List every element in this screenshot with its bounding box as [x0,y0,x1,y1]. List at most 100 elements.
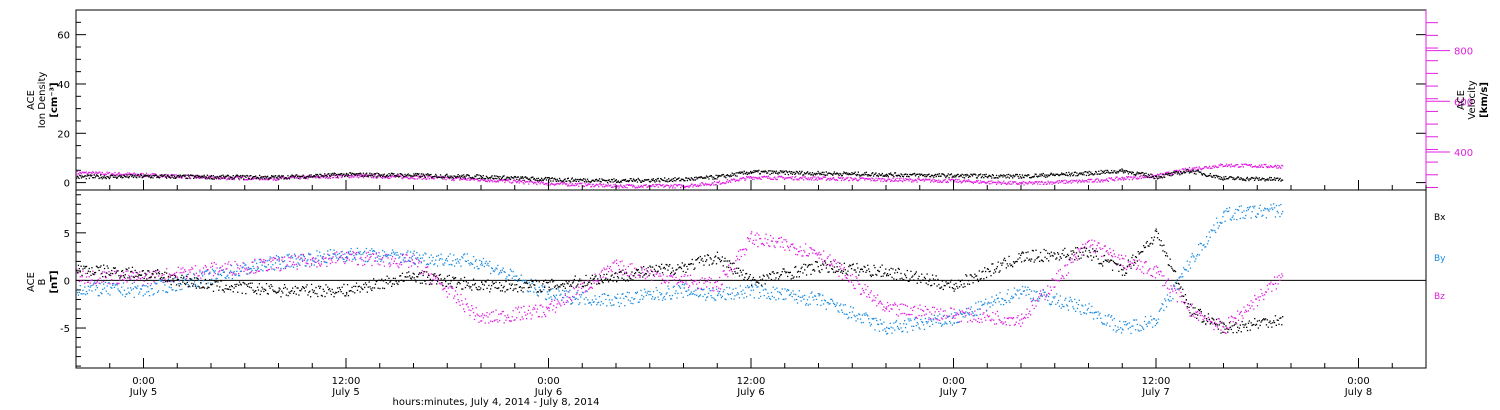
density-series-point [886,174,889,176]
density-series-point [581,179,583,181]
bz-series-point [248,268,251,270]
bz-series-point [867,285,869,288]
by-series-point [144,293,146,295]
bz-series-point [1256,305,1259,307]
density-series-point [878,173,880,175]
velocity-series-point [1225,163,1228,165]
velocity-series-point [986,182,988,184]
velocity-series-point [1006,183,1008,186]
velocity-series-point [740,178,742,180]
bz-series-point [924,305,926,308]
density-series-point [543,178,545,180]
velocity-series-point [111,173,113,175]
velocity-series-point [735,179,737,182]
density-series-point [1149,176,1151,178]
velocity-series-point [712,182,714,184]
velocity-series-point [193,174,195,177]
density-series-point [694,179,696,181]
velocity-series-point [1131,178,1134,181]
density-series-point [1136,171,1138,173]
density-series-point [166,174,168,176]
velocity-series-point [1186,169,1188,171]
bz-series-point [1014,323,1016,326]
density-series-point [950,173,952,176]
bz-series-point [1103,245,1106,247]
by-series-point [193,273,195,275]
density-series-point [995,177,997,179]
bz-series-point [305,262,307,264]
velocity-series-point [985,182,987,185]
density-series-point [149,175,151,177]
density-series-point [876,174,879,176]
density-series-point [481,176,484,179]
bz-series-point [478,321,480,323]
bz-series-point [810,247,812,249]
density-series-point [959,174,962,176]
density-series-point [932,175,934,177]
density-series-point [647,179,649,181]
density-series-point [1013,176,1015,178]
velocity-series-point [975,180,978,182]
density-series-point [104,177,107,179]
by-series-point [336,257,338,259]
velocity-series-point [1203,167,1205,169]
by-series-point [161,279,163,281]
density-series-point [145,175,148,177]
density-series-point [511,177,513,179]
bz-series-point [251,261,253,263]
bz-series-point [955,314,957,316]
velocity-series-point [685,185,688,187]
velocity-series-point [684,186,686,189]
velocity-series-point [1164,172,1167,174]
bz-series-point [1093,240,1096,242]
density-series-point [402,176,405,178]
velocity-series-point [367,174,369,176]
density-series-point [938,175,940,177]
velocity-series-point [363,174,365,176]
bz-series-point [953,315,955,317]
velocity-series-point [880,178,883,180]
bz-series-point [1049,286,1052,288]
velocity-series-point [1254,165,1256,167]
by-series-point [397,254,399,256]
bz-series-point [652,271,654,273]
density-series-point [984,175,986,177]
by-series-point [442,263,444,265]
density-series-point [706,176,708,178]
velocity-series-point [275,179,277,181]
density-series-point [686,179,688,182]
density-series-point [479,175,482,177]
bz-series-point [81,276,83,278]
by-series-point [359,251,361,253]
density-series-point [786,171,788,173]
velocity-series-point [780,175,782,177]
bz-series-point [581,282,584,284]
bz-series-point [605,277,607,279]
bz-series-point [174,272,176,275]
density-series-point [211,178,214,180]
bz-series-point [339,256,341,258]
velocity-series-point [443,178,446,180]
velocity-series-point [775,178,778,181]
density-series-point [631,180,633,182]
bz-series-point [1021,322,1024,324]
bz-series-point [1056,272,1058,275]
velocity-series-point [307,178,309,180]
by-series-point [241,267,243,269]
velocity-series-point [902,181,904,183]
velocity-series-point [1201,168,1203,170]
density-series-point [1219,176,1221,178]
by-series-point [445,259,447,261]
bz-series [76,231,1284,335]
velocity-series-point [528,183,530,185]
by-series-point [182,277,184,280]
bz-series-point [1124,267,1126,270]
bz-series-point [970,313,972,315]
density-series-point [76,177,78,179]
by-series-point [135,286,137,289]
density-series-point [280,177,282,179]
velocity-series-point [746,176,749,179]
density-series-point [1129,171,1131,173]
velocity-series-point [854,177,856,179]
density-series-point [753,170,755,172]
